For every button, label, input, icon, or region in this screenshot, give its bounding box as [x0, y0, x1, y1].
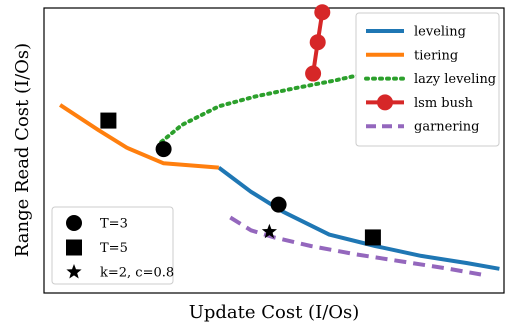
- marker-legend-label-circle: T=3: [100, 217, 128, 232]
- series-lsm-bush-point: [314, 4, 331, 21]
- legend-label-leveling: leveling: [414, 25, 466, 40]
- series-tiering-line: [59, 103, 219, 170]
- y-axis-label: Range Read Cost (I/Os): [12, 43, 33, 257]
- series-leveling-line: [217, 166, 500, 271]
- marker-legend-label-square: T=5: [100, 241, 128, 256]
- marker-legend-square-icon: [66, 239, 82, 256]
- series-layer: [59, 4, 500, 277]
- legend-label-garnering: garnering: [414, 120, 479, 135]
- plot-frame: [43, 7, 505, 294]
- marker-circle-point: [270, 196, 287, 213]
- marker-legend-circle-icon: [66, 215, 82, 231]
- marker-circle-point: [155, 141, 172, 158]
- legend-label-tiering: tiering: [414, 48, 458, 63]
- series-lsm-bush-point: [305, 65, 322, 82]
- x-axis-label: Update Cost (I/Os): [189, 302, 360, 323]
- legend-label-lazy-leveling: lazy leveling: [414, 72, 496, 87]
- series-lazy-leveling-line: [159, 73, 362, 144]
- legend-frame: [355, 12, 500, 147]
- legend: leveling tiering lazy leveling lsm bush garn…: [355, 12, 500, 147]
- marker-legend-star-icon: [66, 264, 82, 279]
- marker-legend: T=3 T=5 k=2, c=0.8: [51, 206, 174, 285]
- marker-legend-frame: [51, 206, 174, 285]
- marker-star-point: [261, 223, 277, 239]
- series-lsm-bush-point: [309, 34, 326, 51]
- legend-label-lsm-bush: lsm bush: [414, 96, 474, 111]
- marker-square-point: [100, 112, 117, 129]
- legend-marker-lsm-bush: [377, 94, 393, 111]
- marker-layer: [100, 112, 381, 246]
- marker-square-point: [364, 229, 381, 246]
- series-garnering-line: [229, 215, 482, 277]
- marker-legend-label-star: k=2, c=0.8: [100, 266, 174, 281]
